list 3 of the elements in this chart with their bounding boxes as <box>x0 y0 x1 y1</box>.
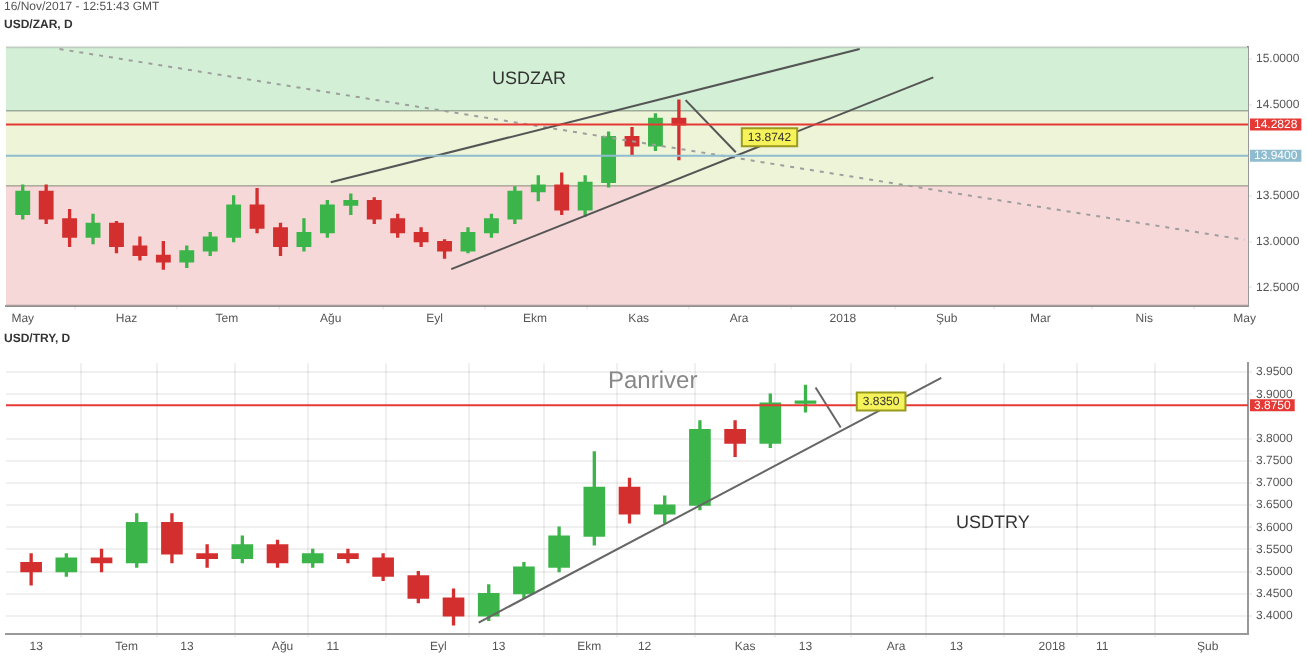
annotation: USDZAR <box>492 68 567 88</box>
annotation: USDTRY <box>956 512 1030 532</box>
annotation: Panriver <box>608 366 698 394</box>
